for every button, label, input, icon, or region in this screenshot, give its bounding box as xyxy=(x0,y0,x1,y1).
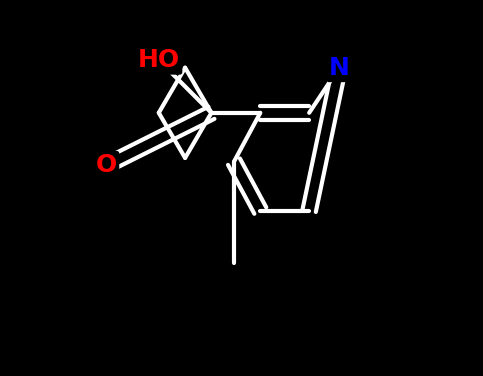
Text: HO: HO xyxy=(138,48,180,72)
Text: N: N xyxy=(329,56,350,80)
Text: O: O xyxy=(96,153,117,177)
